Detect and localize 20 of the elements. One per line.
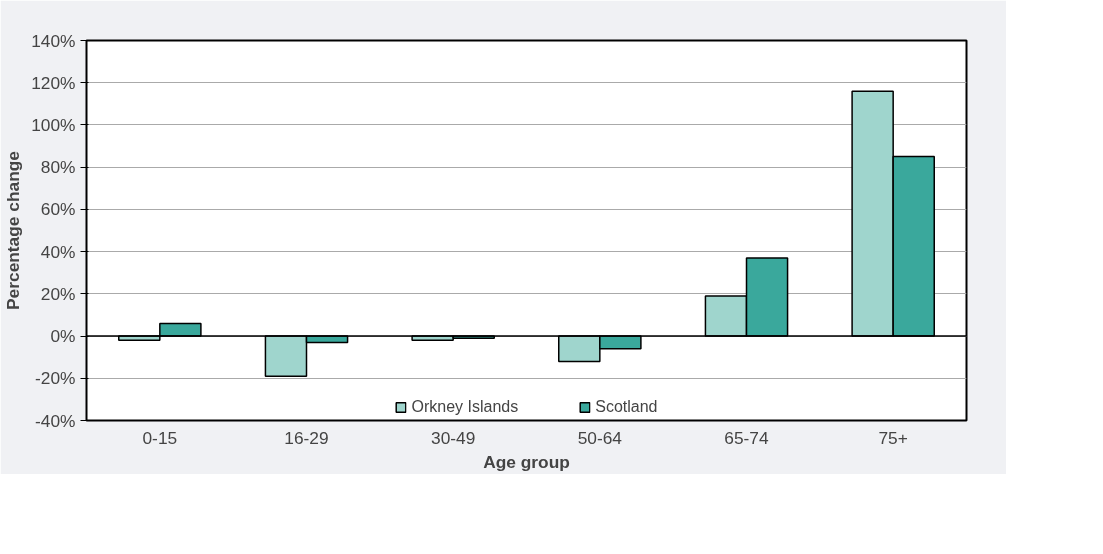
x-tick-label: 16-29 <box>284 427 329 448</box>
legend-label: Orkney Islands <box>411 398 519 416</box>
x-tick-label: 50-64 <box>577 427 623 448</box>
y-axis-title: Percentage change <box>3 150 24 310</box>
y-tick-label: 120% <box>31 72 76 93</box>
y-tick-label: 20% <box>40 283 76 304</box>
y-tick-label: -40% <box>35 410 76 431</box>
x-tick-label: 30-49 <box>431 427 476 448</box>
y-tick-label: 60% <box>40 199 76 220</box>
y-tick-label: 0% <box>50 326 76 347</box>
x-axis-title: Age group <box>483 451 570 472</box>
y-tick-label: 100% <box>31 114 76 135</box>
y-tick-label: 140% <box>31 30 76 51</box>
legend-label: Scotland <box>595 398 658 416</box>
x-tick-label: 0-15 <box>142 427 178 448</box>
x-tick-label: 75+ <box>878 427 908 448</box>
y-tick-label: -20% <box>35 368 76 389</box>
y-tick-label: 40% <box>40 241 76 262</box>
x-tick-label: 65-74 <box>724 427 770 448</box>
y-tick-label: 80% <box>40 157 76 178</box>
